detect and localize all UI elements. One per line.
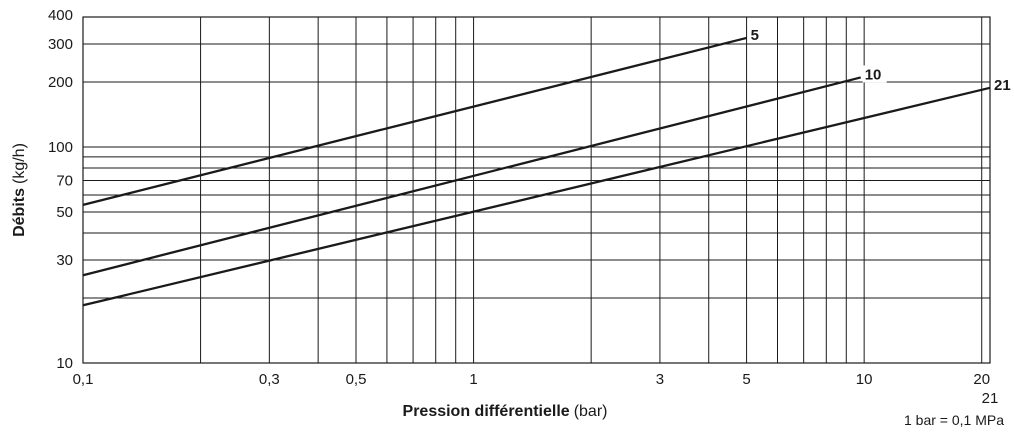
x-tick-label: 0,1 xyxy=(73,371,94,388)
x-tick-label: 1 xyxy=(469,371,477,388)
series-label-bg-10 xyxy=(862,65,887,83)
y-tick-labels: 10 30 50 70 100 200 300 400 xyxy=(48,7,73,372)
series-label-bg-5 xyxy=(748,25,764,43)
x-end-label: 21 xyxy=(982,390,999,407)
series-labels: 5 10 21 xyxy=(748,25,1014,94)
y-tick-label: 10 xyxy=(56,355,73,372)
series-line-21 xyxy=(82,86,991,307)
series-label-bg-21 xyxy=(992,75,1014,93)
x-axis-title-main: Pression différentielle xyxy=(403,403,570,420)
x-tick-label: 0,3 xyxy=(259,371,280,388)
y-tick-label: 200 xyxy=(48,74,73,91)
y-axis-title: Débits (kg/h) xyxy=(11,143,28,237)
y-tick-label: 300 xyxy=(48,36,73,53)
x-tick-label: 5 xyxy=(742,371,750,388)
x-tick-label: 3 xyxy=(656,371,664,388)
unit-note: 1 bar = 0,1 MPa xyxy=(904,412,1004,428)
series-label-21: 21 xyxy=(994,77,1011,94)
series-line-10 xyxy=(82,76,862,277)
x-tick-label: 0,5 xyxy=(346,371,367,388)
x-axis-title-unit: (bar) xyxy=(574,403,608,420)
x-tick-label: 20 xyxy=(973,371,990,388)
series-line-5 xyxy=(82,36,747,206)
y-axis-title-main: Débits xyxy=(11,188,28,237)
series-lines xyxy=(82,36,991,307)
series-label-10: 10 xyxy=(865,66,882,83)
x-tick-labels: 0,1 0,3 0,5 1 3 5 10 20 21 xyxy=(73,371,999,407)
y-tick-label: 30 xyxy=(56,252,73,269)
y-tick-label: 100 xyxy=(48,139,73,156)
y-tick-label: 400 xyxy=(48,7,73,24)
grid xyxy=(83,17,990,363)
plot-frame xyxy=(82,16,991,364)
y-axis-title-unit: (kg/h) xyxy=(11,143,28,184)
y-tick-label: 50 xyxy=(56,204,73,221)
y-tick-label: 70 xyxy=(56,172,73,189)
x-axis-title: Pression différentielle (bar) xyxy=(403,403,608,420)
series-label-5: 5 xyxy=(751,27,759,44)
x-tick-label: 10 xyxy=(856,371,873,388)
